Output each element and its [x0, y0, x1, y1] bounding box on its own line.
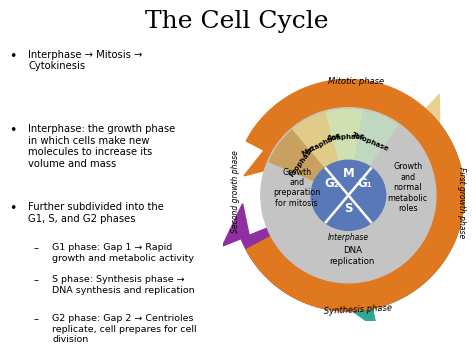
Wedge shape	[348, 110, 398, 195]
Polygon shape	[241, 228, 365, 311]
Polygon shape	[250, 80, 426, 149]
Text: Second growth phase: Second growth phase	[231, 150, 240, 233]
Text: Prophase: Prophase	[288, 144, 315, 178]
Wedge shape	[326, 109, 364, 195]
Text: S: S	[344, 202, 353, 215]
Wedge shape	[269, 129, 348, 195]
Text: •: •	[9, 124, 17, 137]
Text: Synthesis phase: Synthesis phase	[323, 303, 392, 316]
Text: –: –	[33, 275, 38, 285]
Text: Interphase: the growth phase
in which cells make new
molecules to increase its
v: Interphase: the growth phase in which ce…	[28, 124, 176, 169]
Text: Interphase: Interphase	[328, 233, 369, 242]
Text: Growth
and
normal
metabolic
roles: Growth and normal metabolic roles	[388, 162, 428, 213]
Text: G₂: G₂	[324, 178, 339, 190]
Text: First growth phase: First growth phase	[456, 167, 465, 239]
Text: Metaphase: Metaphase	[301, 131, 342, 157]
Text: The Cell Cycle: The Cell Cycle	[145, 10, 329, 33]
Text: DNA
replication: DNA replication	[329, 246, 375, 266]
Text: Mitotic phase: Mitotic phase	[328, 77, 384, 86]
Text: •: •	[9, 202, 17, 215]
Text: G1 phase: Gap 1 → Rapid
growth and metabolic activity: G1 phase: Gap 1 → Rapid growth and metab…	[52, 243, 194, 263]
Text: –: –	[33, 243, 38, 253]
Polygon shape	[420, 94, 440, 141]
Polygon shape	[338, 300, 377, 328]
Text: Anaphase: Anaphase	[327, 133, 365, 141]
Text: •: •	[9, 50, 17, 63]
Polygon shape	[222, 204, 249, 246]
Polygon shape	[246, 80, 464, 311]
Text: Further subdivided into the
G1, S, and G2 phases: Further subdivided into the G1, S, and G…	[28, 202, 164, 224]
Text: Growth
and
preparation
for mitosis: Growth and preparation for mitosis	[273, 168, 320, 208]
Wedge shape	[293, 112, 348, 195]
Text: G₁: G₁	[358, 178, 373, 190]
Polygon shape	[366, 115, 464, 308]
Circle shape	[261, 108, 436, 283]
Text: Interphase → Mitosis →
Cytokinesis: Interphase → Mitosis → Cytokinesis	[28, 50, 143, 71]
Text: G2 phase: Gap 2 → Centrioles
replicate, cell prepares for cell
division: G2 phase: Gap 2 → Centrioles replicate, …	[52, 314, 197, 344]
Text: –: –	[33, 314, 38, 324]
Text: Telophase: Telophase	[351, 131, 390, 152]
Text: M: M	[343, 167, 354, 180]
Ellipse shape	[311, 160, 386, 230]
Text: S phase: Synthesis phase →
DNA synthesis and replication: S phase: Synthesis phase → DNA synthesis…	[52, 275, 195, 295]
Polygon shape	[244, 151, 290, 176]
